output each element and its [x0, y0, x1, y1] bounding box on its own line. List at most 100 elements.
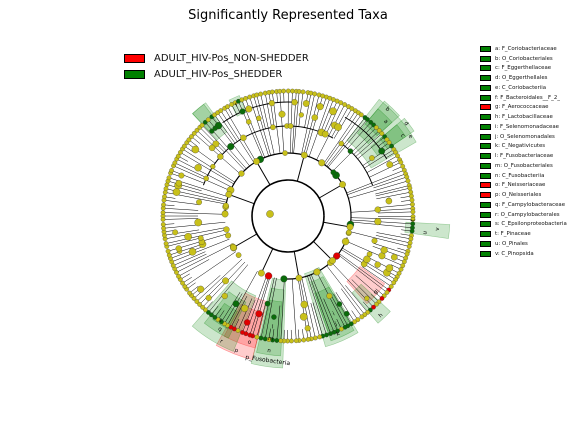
- taxa-legend-item: f: F_Bacteroidales__F_2_: [480, 93, 567, 103]
- leaf-node: [215, 317, 221, 322]
- taxa-legend-label: a: F_Coriobacteriaceae: [495, 45, 557, 52]
- leaf-node: [408, 236, 414, 242]
- leaf-node: [258, 335, 264, 341]
- sector-label: a: [382, 119, 389, 126]
- clade-node: [209, 128, 215, 134]
- branch-line: [362, 145, 392, 166]
- clade-node: [299, 312, 308, 321]
- leaf-node: [194, 299, 200, 304]
- clade-node: [318, 159, 326, 167]
- branch-line: [256, 303, 266, 338]
- branch-line: [276, 305, 281, 341]
- branch-line: [224, 293, 243, 324]
- leaf-node: [355, 317, 361, 323]
- leaf-node: [199, 122, 205, 128]
- branch-line: [199, 127, 225, 153]
- clade-node: [316, 103, 324, 111]
- clade-node: [334, 123, 342, 131]
- leaf-node: [163, 186, 169, 192]
- clade-node: [300, 151, 308, 159]
- leaf-node: [365, 117, 370, 122]
- clade-node: [343, 310, 350, 317]
- leaf-node: [393, 149, 398, 155]
- clade-node: [287, 123, 294, 129]
- branch-line: [184, 251, 237, 287]
- root-node: [266, 210, 274, 218]
- branch-line: [323, 100, 338, 134]
- sector-label: d: [402, 121, 409, 127]
- leaf-node: [169, 168, 174, 173]
- branch-line: [166, 229, 227, 244]
- taxa-legend-item: g: F_Aerococcaceae: [480, 103, 567, 113]
- taxa-legend-swatch: [480, 65, 491, 72]
- branch-line: [180, 152, 234, 185]
- branch-line: [348, 180, 409, 199]
- clade-node: [232, 300, 240, 308]
- sector-label: j: [333, 321, 338, 328]
- branch-line: [355, 275, 383, 299]
- clade-node: [222, 277, 229, 285]
- leaf-node: [206, 310, 211, 315]
- sector-label: e: [407, 134, 414, 141]
- clade-node: [339, 181, 346, 188]
- branch-line: [350, 217, 413, 220]
- branch-line: [377, 211, 413, 214]
- clade-node: [223, 226, 230, 233]
- branch-line: [375, 185, 410, 195]
- sector-label: u: [422, 231, 428, 235]
- branch-line: [174, 162, 207, 178]
- clade-node: [364, 295, 370, 301]
- branch-line: [163, 207, 199, 211]
- page-title: Significantly Represented Taxa: [188, 8, 388, 23]
- branch-line: [193, 275, 221, 299]
- clade-node: [264, 272, 273, 280]
- clade-node: [241, 304, 249, 312]
- clade-node: [374, 206, 381, 213]
- clade-node: [255, 310, 263, 318]
- leaf-node: [389, 143, 394, 149]
- taxa-legend-label: f: F_Bacteroidales__F_2_: [495, 94, 560, 101]
- branch-line: [208, 264, 249, 313]
- clade-node: [282, 150, 288, 156]
- branch-line: [346, 169, 405, 194]
- branch-line: [301, 93, 315, 155]
- leaf-node: [379, 131, 385, 136]
- clade-node: [175, 179, 183, 187]
- sector-label: b: [384, 106, 391, 113]
- leaf-node: [289, 338, 294, 344]
- clade-highlight: [314, 286, 350, 332]
- leaf-node: [160, 217, 166, 222]
- branch-line: [169, 243, 203, 256]
- branch-line: [310, 302, 320, 337]
- leaf-node: [312, 335, 318, 341]
- branch-line: [230, 295, 248, 328]
- clade-node: [298, 112, 304, 118]
- clade-node: [333, 252, 341, 260]
- clade-node: [253, 158, 260, 165]
- branch-line: [260, 277, 275, 339]
- branch-line: [323, 112, 359, 165]
- branch-line: [323, 298, 338, 331]
- branch-line: [291, 278, 297, 341]
- clade-node: [302, 100, 310, 107]
- branch-line: [237, 298, 253, 331]
- leaf-node: [300, 89, 306, 95]
- branch-line: [264, 93, 272, 128]
- branch-line: [331, 106, 349, 138]
- leaf-node: [212, 315, 218, 320]
- clade-node: [246, 119, 252, 125]
- taxa-legend-label: g: F_Aerococcaceae: [495, 104, 549, 111]
- legend-swatch-non-shedder: [124, 53, 145, 63]
- sector-label: v: [435, 226, 441, 231]
- clade-node: [378, 147, 386, 155]
- taxa-legend-swatch: [480, 104, 491, 111]
- branch-line: [376, 191, 411, 200]
- clade-node: [271, 314, 277, 320]
- leaf-node: [225, 104, 230, 109]
- leaf-node: [324, 332, 329, 338]
- leaf-node: [293, 338, 299, 344]
- clade-node: [188, 248, 197, 256]
- leaf-node: [262, 336, 268, 342]
- leaf-node: [405, 178, 411, 184]
